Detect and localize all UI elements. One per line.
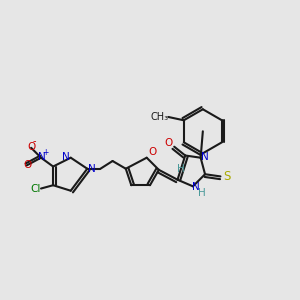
Text: O: O — [148, 147, 156, 157]
Text: N: N — [88, 164, 95, 174]
Text: H: H — [198, 188, 206, 198]
Text: H: H — [177, 164, 185, 174]
Text: O: O — [24, 160, 32, 170]
Text: -: - — [33, 136, 36, 146]
Text: N: N — [201, 152, 209, 162]
Text: N: N — [38, 152, 46, 162]
Text: O: O — [165, 138, 173, 148]
Text: N: N — [192, 182, 200, 192]
Text: +: + — [42, 148, 49, 157]
Text: O: O — [27, 142, 35, 152]
Text: S: S — [224, 170, 231, 183]
Text: Cl: Cl — [30, 184, 41, 194]
Text: N: N — [62, 152, 70, 162]
Text: CH₃: CH₃ — [151, 112, 169, 122]
